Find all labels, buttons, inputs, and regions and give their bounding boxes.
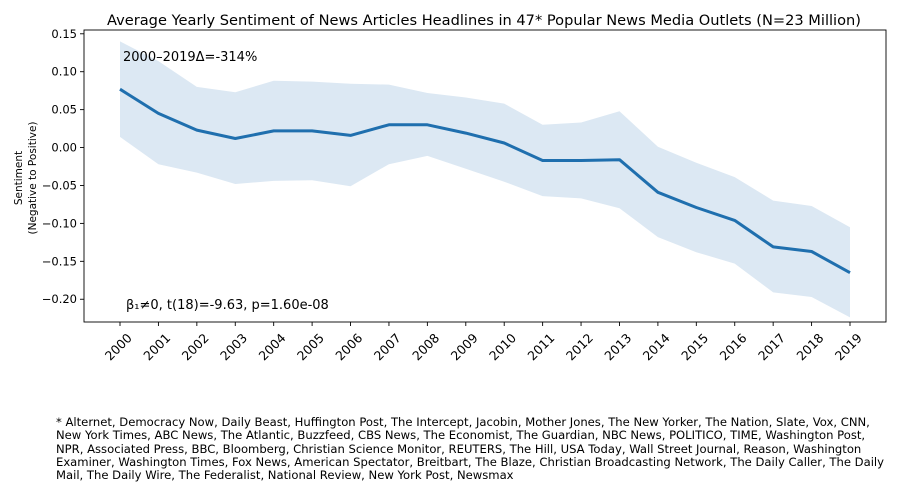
x-tick-label: 2014 bbox=[640, 330, 673, 363]
x-tick-label: 2007 bbox=[371, 330, 404, 363]
x-tick-label: 2013 bbox=[601, 330, 634, 363]
series-line bbox=[119, 87, 851, 275]
y-tick-label: 0.05 bbox=[51, 103, 77, 117]
y-axis-label-main: Sentiment bbox=[13, 151, 25, 205]
y-tick-label: −0.05 bbox=[42, 178, 77, 192]
x-tick-label: 2017 bbox=[755, 330, 788, 363]
x-tick-label: 2011 bbox=[524, 330, 557, 363]
x-tick-label: 2004 bbox=[255, 330, 288, 363]
x-tick-label: 2003 bbox=[217, 330, 250, 363]
y-tick-label: −0.20 bbox=[42, 292, 77, 306]
x-tick-label: 2009 bbox=[448, 330, 481, 363]
stats-annotation: β₁≠0, t(18)=-9.63, p=1.60e-08 bbox=[126, 298, 329, 313]
sentiment-chart: Average Yearly Sentiment of News Article… bbox=[13, 12, 887, 363]
y-tick-label: −0.10 bbox=[42, 216, 77, 230]
y-axis-ticks: 0.15 0.10 0.05 0.00 −0.05 −0.10 −0.15 −0.20 bbox=[42, 27, 84, 306]
delta-annotation: 2000–2019Δ=-314% bbox=[123, 50, 257, 65]
y-axis-label-sub: (Negative to Positive) bbox=[27, 121, 39, 234]
x-tick-label: 2000 bbox=[102, 330, 135, 363]
x-tick-label: 2015 bbox=[678, 330, 711, 363]
plot-area bbox=[119, 41, 851, 318]
x-tick-label: 2002 bbox=[179, 330, 212, 363]
y-tick-label: 0.00 bbox=[51, 141, 77, 155]
confidence-band bbox=[120, 41, 850, 318]
y-tick-label: 0.15 bbox=[51, 27, 77, 41]
x-tick-label: 2016 bbox=[717, 330, 750, 363]
x-tick-label: 2005 bbox=[294, 330, 327, 363]
axes-frame bbox=[83, 29, 887, 323]
x-tick-label: 2018 bbox=[793, 330, 826, 363]
x-tick-label: 2010 bbox=[486, 330, 519, 363]
x-tick-label: 2008 bbox=[409, 330, 442, 363]
x-tick-label: 2001 bbox=[140, 330, 173, 363]
x-tick-label: 2012 bbox=[563, 330, 596, 363]
x-axis-ticks: 2000 2001 2002 2003 2004 2005 2006 2007 2008 2009… bbox=[102, 322, 865, 363]
chart-title: Average Yearly Sentiment of News Article… bbox=[107, 12, 861, 29]
y-tick-label: 0.10 bbox=[51, 65, 77, 79]
y-axis-label: Sentiment (Negative to Positive) bbox=[13, 121, 39, 234]
x-tick-label: 2019 bbox=[832, 330, 865, 363]
x-tick-label: 2006 bbox=[332, 330, 365, 363]
y-tick-label: −0.15 bbox=[42, 254, 77, 268]
outlets-footnote: * Alternet, Democracy Now, Daily Beast, … bbox=[56, 415, 885, 483]
